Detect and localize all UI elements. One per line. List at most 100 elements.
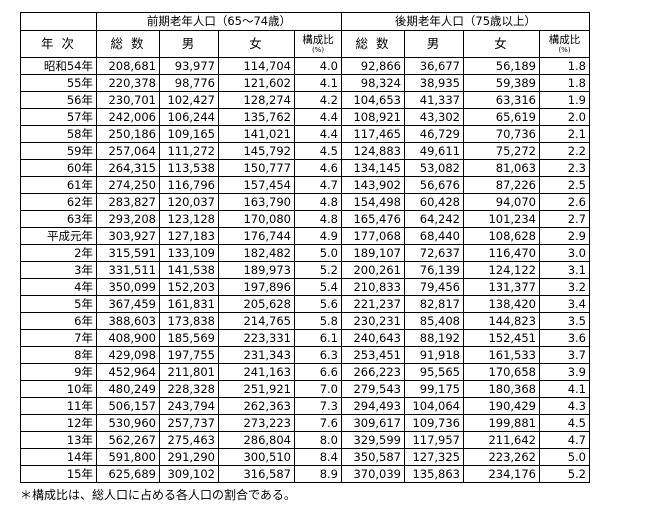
cell-total-early: 264,315 bbox=[96, 159, 160, 177]
table-row: 60年 264,315 113,538 150,777 4.6 134,145 53,082… bbox=[20, 159, 590, 177]
cell-female-early: 316,587 bbox=[218, 465, 295, 483]
cell-female-late: 234,176 bbox=[463, 465, 540, 483]
cell-female-early: 241,163 bbox=[218, 363, 295, 381]
cell-ratio-early: 7.0 bbox=[294, 380, 342, 398]
cell-female-early: 223,331 bbox=[218, 329, 295, 347]
cell-ratio-late: 3.7 bbox=[539, 346, 590, 364]
cell-total-early: 350,099 bbox=[96, 278, 160, 296]
cell-female-early: 176,744 bbox=[218, 227, 295, 245]
cell-ratio-late: 2.5 bbox=[539, 176, 590, 194]
cell-total-late: 165,476 bbox=[341, 210, 405, 228]
cell-male-early: 109,165 bbox=[159, 125, 219, 143]
cell-female-early: 121,602 bbox=[218, 74, 295, 92]
cell-ratio-early: 7.3 bbox=[294, 397, 342, 415]
cell-male-early: 116,796 bbox=[159, 176, 219, 194]
cell-male-early: 291,290 bbox=[159, 448, 219, 466]
cell-male-late: 135,863 bbox=[404, 465, 464, 483]
cell-male-late: 127,325 bbox=[404, 448, 464, 466]
cell-male-early: 243,794 bbox=[159, 397, 219, 415]
group-header-late-elderly: 後期老年人口（75歳以上） bbox=[341, 12, 590, 31]
footnote: ＊構成比は、総人口に占める各人口の割合である。 bbox=[20, 488, 296, 502]
cell-female-early: 189,973 bbox=[218, 261, 295, 279]
cell-year: 9年 bbox=[20, 363, 97, 381]
cell-female-late: 211,642 bbox=[463, 431, 540, 449]
cell-male-early: 123,128 bbox=[159, 210, 219, 228]
cell-male-late: 91,918 bbox=[404, 346, 464, 364]
cell-male-early: 93,977 bbox=[159, 57, 219, 75]
group-header-early-elderly: 前期老年人口（65〜74歳） bbox=[96, 12, 342, 31]
cell-ratio-early: 4.8 bbox=[294, 210, 342, 228]
cell-ratio-late: 3.0 bbox=[539, 244, 590, 262]
cell-male-late: 46,729 bbox=[404, 125, 464, 143]
cell-total-early: 562,267 bbox=[96, 431, 160, 449]
cell-female-early: 141,021 bbox=[218, 125, 295, 143]
cell-female-early: 145,792 bbox=[218, 142, 295, 160]
table-row: 63年 293,208 123,128 170,080 4.8 165,476 64,242… bbox=[20, 210, 590, 228]
cell-year: 56年 bbox=[20, 91, 97, 109]
cell-female-late: 108,628 bbox=[463, 227, 540, 245]
cell-female-early: 157,454 bbox=[218, 176, 295, 194]
cell-female-late: 144,823 bbox=[463, 312, 540, 330]
cell-ratio-late: 2.3 bbox=[539, 159, 590, 177]
cell-ratio-late: 5.0 bbox=[539, 448, 590, 466]
cell-total-early: 506,157 bbox=[96, 397, 160, 415]
cell-male-early: 102,427 bbox=[159, 91, 219, 109]
cell-year: 6年 bbox=[20, 312, 97, 330]
cell-total-late: 189,107 bbox=[341, 244, 405, 262]
cell-male-early: 127,183 bbox=[159, 227, 219, 245]
ratio-unit: (%) bbox=[311, 45, 325, 54]
table-row: 14年 591,800 291,290 300,510 8.4 350,587 127,32… bbox=[20, 448, 590, 466]
table-row: 3年 331,511 141,538 189,973 5.2 200,261 76,139 1… bbox=[20, 261, 590, 279]
cell-male-early: 211,801 bbox=[159, 363, 219, 381]
cell-male-early: 141,538 bbox=[159, 261, 219, 279]
cell-total-early: 480,249 bbox=[96, 380, 160, 398]
cell-male-early: 185,569 bbox=[159, 329, 219, 347]
cell-female-early: 163,790 bbox=[218, 193, 295, 211]
cell-female-late: 170,658 bbox=[463, 363, 540, 381]
cell-year: 14年 bbox=[20, 448, 97, 466]
cell-female-early: 286,804 bbox=[218, 431, 295, 449]
column-header-male-early: 男 bbox=[159, 30, 219, 58]
cell-ratio-early: 4.5 bbox=[294, 142, 342, 160]
cell-male-late: 41,337 bbox=[404, 91, 464, 109]
cell-ratio-early: 5.4 bbox=[294, 278, 342, 296]
cell-total-late: 134,145 bbox=[341, 159, 405, 177]
column-header-year: 年 次 bbox=[20, 30, 97, 58]
column-header-total-late: 総 数 bbox=[341, 30, 405, 58]
cell-year: 12年 bbox=[20, 414, 97, 432]
table-row: 61年 274,250 116,796 157,454 4.7 143,902 56,676… bbox=[20, 176, 590, 194]
cell-year: 13年 bbox=[20, 431, 97, 449]
cell-ratio-early: 4.1 bbox=[294, 74, 342, 92]
cell-ratio-early: 7.6 bbox=[294, 414, 342, 432]
cell-ratio-late: 3.6 bbox=[539, 329, 590, 347]
column-header-female-early: 女 bbox=[218, 30, 295, 58]
cell-year: 63年 bbox=[20, 210, 97, 228]
cell-male-early: 98,776 bbox=[159, 74, 219, 92]
cell-female-early: 182,482 bbox=[218, 244, 295, 262]
cell-total-early: 429,098 bbox=[96, 346, 160, 364]
cell-total-early: 452,964 bbox=[96, 363, 160, 381]
cell-male-late: 99,175 bbox=[404, 380, 464, 398]
cell-ratio-early: 4.0 bbox=[294, 57, 342, 75]
table-row: 11年 506,157 243,794 262,363 7.3 294,493 104,06… bbox=[20, 397, 590, 415]
cell-ratio-late: 3.9 bbox=[539, 363, 590, 381]
cell-male-late: 95,565 bbox=[404, 363, 464, 381]
cell-total-late: 329,599 bbox=[341, 431, 405, 449]
cell-ratio-late: 2.1 bbox=[539, 125, 590, 143]
cell-male-early: 309,102 bbox=[159, 465, 219, 483]
cell-total-early: 250,186 bbox=[96, 125, 160, 143]
cell-ratio-early: 4.7 bbox=[294, 176, 342, 194]
cell-ratio-early: 5.0 bbox=[294, 244, 342, 262]
cell-female-late: 63,316 bbox=[463, 91, 540, 109]
cell-female-late: 94,070 bbox=[463, 193, 540, 211]
cell-male-late: 104,064 bbox=[404, 397, 464, 415]
cell-ratio-early: 5.2 bbox=[294, 261, 342, 279]
cell-year: 15年 bbox=[20, 465, 97, 483]
cell-female-early: 231,343 bbox=[218, 346, 295, 364]
cell-total-late: 108,921 bbox=[341, 108, 405, 126]
cell-female-late: 223,262 bbox=[463, 448, 540, 466]
cell-male-late: 79,456 bbox=[404, 278, 464, 296]
cell-female-early: 150,777 bbox=[218, 159, 295, 177]
cell-year: 7年 bbox=[20, 329, 97, 347]
table-row: 57年 242,006 106,244 135,762 4.4 108,921 43,302… bbox=[20, 108, 590, 126]
